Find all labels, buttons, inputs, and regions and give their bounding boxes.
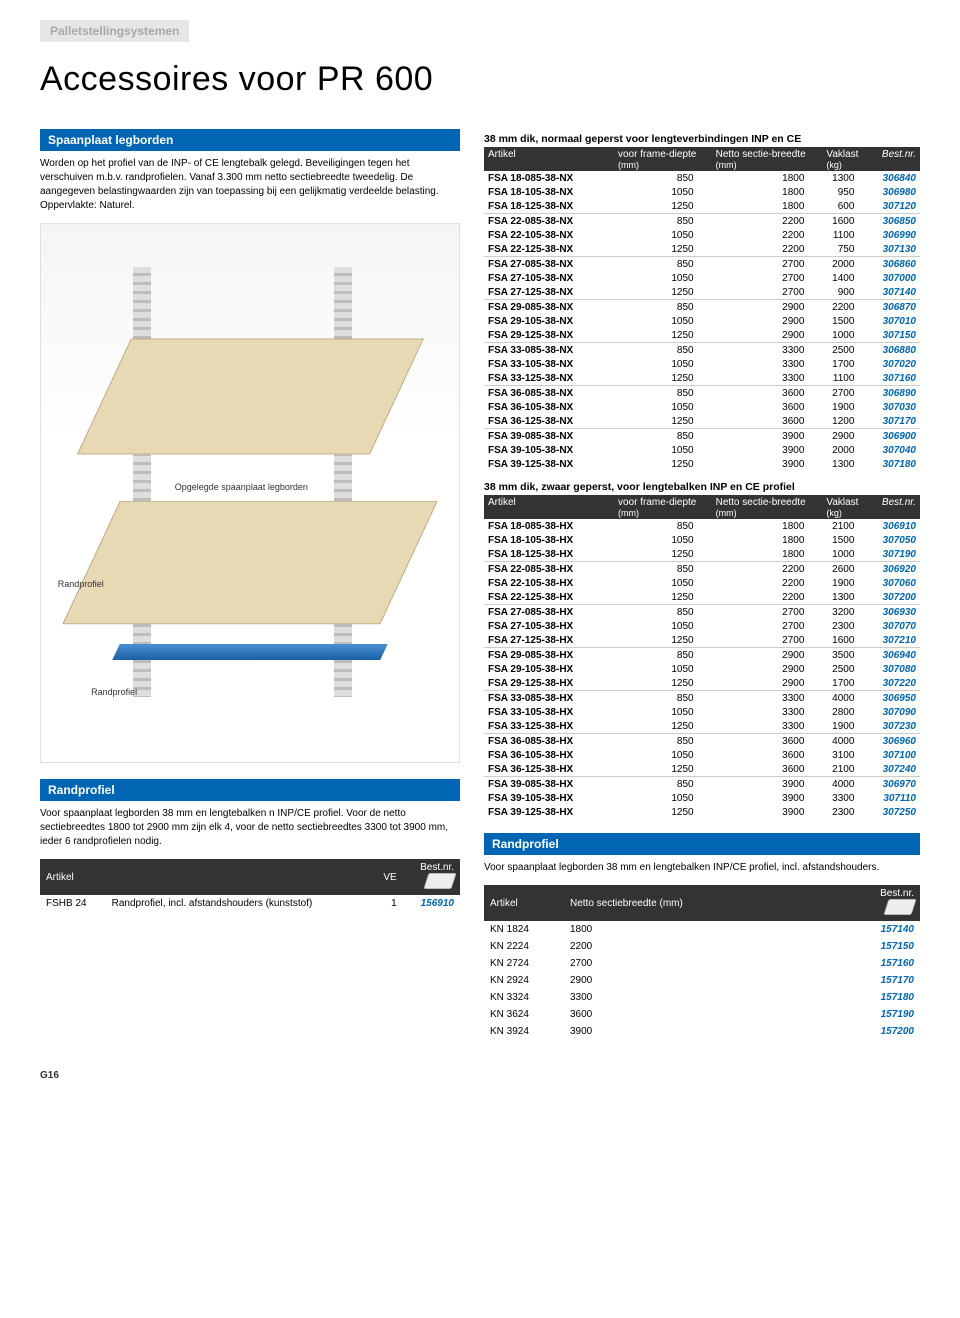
table-row: FSA 36-105-38-NX105036001900307030 xyxy=(484,400,920,414)
page-title: Accessoires voor PR 600 xyxy=(40,60,920,99)
table-row: KN 36243600157190 xyxy=(484,1006,920,1023)
rr-col1: Netto sectiebreedte (mm) xyxy=(564,885,824,921)
table-row: FSA 39-105-38-HX105039003300307110 xyxy=(484,791,920,805)
table-row: FSA 18-125-38-HX125018001000307190 xyxy=(484,547,920,562)
rr-col2: Best.nr. xyxy=(824,885,920,921)
table1-title: 38 mm dik, normaal geperst voor lengteve… xyxy=(484,129,920,147)
table-row: FSHB 24Randprofiel, incl. afstandshouder… xyxy=(40,895,460,912)
table-row: FSA 22-105-38-NX105022001100306990 xyxy=(484,228,920,242)
rr-col0: Artikel xyxy=(484,885,564,921)
table2: Artikel voor frame-diepte(mm) Netto sect… xyxy=(484,495,920,819)
t1-col1: voor frame-diepte(mm) xyxy=(614,147,712,171)
t2-col2: Netto sectie-breedte(mm) xyxy=(712,495,823,519)
table-row: KN 22242200157150 xyxy=(484,938,920,955)
table-row: FSA 29-125-38-HX125029001700307220 xyxy=(484,676,920,691)
t1-col3: Vaklast(kg) xyxy=(822,147,872,171)
table-row: FSA 27-125-38-NX12502700900307140 xyxy=(484,285,920,300)
rand-left-col0: Artikel xyxy=(40,859,106,895)
table-row: FSA 22-125-38-HX125022001300307200 xyxy=(484,590,920,605)
rand-left-desc: Voor spaanplaat legborden 38 mm en lengt… xyxy=(40,807,460,849)
table-row: FSA 18-105-38-NX10501800950306980 xyxy=(484,185,920,199)
table1: Artikel voor frame-diepte(mm) Netto sect… xyxy=(484,147,920,471)
t1-col4: Best.nr. xyxy=(872,147,920,171)
rand-right-desc: Voor spaanplaat legborden 38 mm en lengt… xyxy=(484,861,920,875)
profile-icon xyxy=(883,899,916,915)
spaanplaat-heading: Spaanplaat legborden xyxy=(40,129,460,151)
table-row: FSA 39-105-38-NX105039002000307040 xyxy=(484,443,920,457)
table-row: FSA 22-105-38-HX105022001900307060 xyxy=(484,576,920,590)
table-row: KN 29242900157170 xyxy=(484,972,920,989)
table-row: FSA 36-085-38-NX85036002700306890 xyxy=(484,386,920,401)
table-row: FSA 27-085-38-HX85027003200306930 xyxy=(484,605,920,620)
table-row: FSA 33-085-38-HX85033004000306950 xyxy=(484,691,920,706)
table-row: FSA 36-105-38-HX105036003100307100 xyxy=(484,748,920,762)
table-row: FSA 27-105-38-NX105027001400307000 xyxy=(484,271,920,285)
table-row: FSA 27-125-38-HX125027001600307210 xyxy=(484,633,920,648)
table-row: FSA 18-125-38-NX12501800600307120 xyxy=(484,199,920,214)
t2-col0: Artikel xyxy=(484,495,614,519)
rand-left-table: Artikel VE Best.nr. FSHB 24Randprofiel, … xyxy=(40,859,460,912)
table-row: FSA 36-125-38-NX125036001200307170 xyxy=(484,414,920,429)
table2-title: 38 mm dik, zwaar geperst, voor lengtebal… xyxy=(484,477,920,495)
table-row: FSA 29-125-38-NX125029001000307150 xyxy=(484,328,920,343)
table-row: FSA 33-105-38-HX105033002800307090 xyxy=(484,705,920,719)
table-row: FSA 33-125-38-HX125033001900307230 xyxy=(484,719,920,734)
rand-left-col1 xyxy=(106,859,371,895)
table-row: FSA 39-125-38-HX125039002300307250 xyxy=(484,805,920,819)
t2-col4: Best.nr. xyxy=(872,495,920,519)
illus-label-bot: Randprofiel xyxy=(91,687,137,697)
table-row: FSA 18-085-38-HX85018002100306910 xyxy=(484,519,920,533)
table-row: FSA 29-085-38-HX85029003500306940 xyxy=(484,648,920,663)
page-number: G16 xyxy=(40,1070,920,1081)
t1-col0: Artikel xyxy=(484,147,614,171)
table-row: FSA 33-105-38-NX105033001700307020 xyxy=(484,357,920,371)
table-row: KN 33243300157180 xyxy=(484,989,920,1006)
table-row: FSA 18-085-38-NX85018001300306840 xyxy=(484,171,920,185)
rand-right-heading: Randprofiel xyxy=(484,833,920,855)
table-row: KN 39243900157200 xyxy=(484,1023,920,1040)
table-row: KN 27242700157160 xyxy=(484,955,920,972)
t2-col3: Vaklast(kg) xyxy=(822,495,872,519)
t2-col1: voor frame-diepte(mm) xyxy=(614,495,712,519)
rand-left-col3: Best.nr. xyxy=(403,859,460,895)
table-row: FSA 22-085-38-NX85022001600306850 xyxy=(484,214,920,229)
table-row: FSA 33-125-38-NX125033001100307160 xyxy=(484,371,920,386)
spaanplaat-desc: Worden op het profiel van de INP- of CE … xyxy=(40,157,460,213)
table-row: FSA 29-085-38-NX85029002200306870 xyxy=(484,300,920,315)
rand-left-col2: VE xyxy=(371,859,403,895)
profile-icon xyxy=(423,873,456,889)
illustration-spaanplaat: Opgelegde spaanplaat legborden Randprofi… xyxy=(40,223,460,763)
table-row: FSA 36-125-38-HX125036002100307240 xyxy=(484,762,920,777)
illus-label-top: Opgelegde spaanplaat legborden xyxy=(175,482,308,492)
table-row: FSA 39-125-38-NX125039001300307180 xyxy=(484,457,920,471)
table-row: KN 18241800157140 xyxy=(484,921,920,938)
table-row: FSA 29-105-38-NX105029001500307010 xyxy=(484,314,920,328)
table-row: FSA 39-085-38-HX85039004000306970 xyxy=(484,777,920,792)
table-row: FSA 27-105-38-HX105027002300307070 xyxy=(484,619,920,633)
table-row: FSA 33-085-38-NX85033002500306880 xyxy=(484,343,920,358)
rand-right-table: Artikel Netto sectiebreedte (mm) Best.nr… xyxy=(484,885,920,1040)
table-row: FSA 29-105-38-HX105029002500307080 xyxy=(484,662,920,676)
table-row: FSA 27-085-38-NX85027002000306860 xyxy=(484,257,920,272)
table-row: FSA 36-085-38-HX85036004000306960 xyxy=(484,734,920,749)
rand-left-heading: Randprofiel xyxy=(40,779,460,801)
t1-col2: Netto sectie-breedte(mm) xyxy=(712,147,823,171)
illus-label-mid: Randprofiel xyxy=(58,579,104,589)
table-row: FSA 22-085-38-HX85022002600306920 xyxy=(484,562,920,577)
table-row: FSA 39-085-38-NX85039002900306900 xyxy=(484,429,920,444)
table-row: FSA 22-125-38-NX12502200750307130 xyxy=(484,242,920,257)
category-tab: Palletstellingsystemen xyxy=(40,20,189,42)
table-row: FSA 18-105-38-HX105018001500307050 xyxy=(484,533,920,547)
